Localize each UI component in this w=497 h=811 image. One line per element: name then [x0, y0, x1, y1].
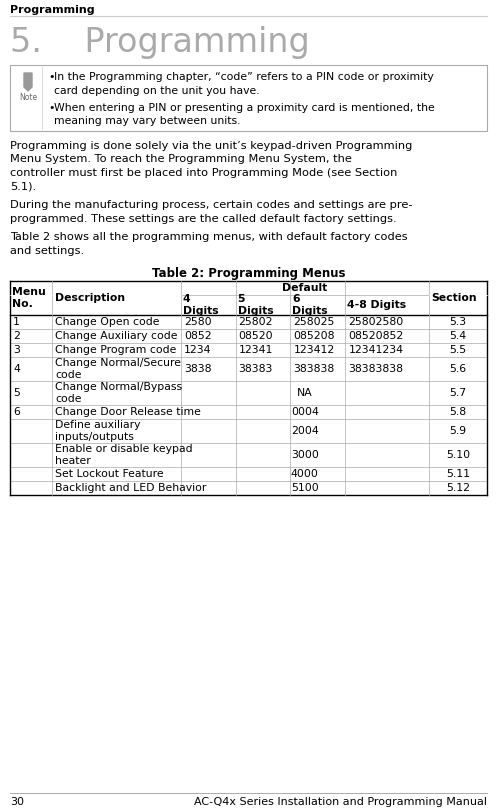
- Text: programmed. These settings are the called default factory settings.: programmed. These settings are the calle…: [10, 213, 397, 224]
- Text: 08520: 08520: [239, 331, 273, 341]
- Text: 2004: 2004: [291, 426, 319, 436]
- Text: Programming is done solely via the unit’s keypad-driven Programming: Programming is done solely via the unit’…: [10, 141, 413, 151]
- Text: 3: 3: [13, 345, 20, 355]
- Text: Change Auxiliary code: Change Auxiliary code: [55, 331, 177, 341]
- Text: card depending on the unit you have.: card depending on the unit you have.: [54, 85, 259, 96]
- Text: Set Lockout Feature: Set Lockout Feature: [55, 469, 164, 479]
- Polygon shape: [24, 73, 32, 91]
- Text: During the manufacturing process, certain codes and settings are pre-: During the manufacturing process, certai…: [10, 200, 413, 210]
- Text: 4: 4: [13, 364, 20, 374]
- Text: 6: 6: [13, 407, 20, 417]
- Text: 4-8 Digits: 4-8 Digits: [347, 300, 407, 310]
- Text: 3838: 3838: [184, 364, 211, 374]
- Text: 383838: 383838: [293, 364, 334, 374]
- Text: 5.    Programming: 5. Programming: [10, 26, 310, 59]
- Text: 5.3: 5.3: [449, 317, 467, 327]
- Text: Change Program code: Change Program code: [55, 345, 176, 355]
- Text: Backlight and LED Behavior: Backlight and LED Behavior: [55, 483, 206, 493]
- Text: Change Door Release time: Change Door Release time: [55, 407, 201, 417]
- Text: 5.8: 5.8: [449, 407, 467, 417]
- Text: 25802580: 25802580: [348, 317, 404, 327]
- Text: Change Normal/Secure
code: Change Normal/Secure code: [55, 358, 181, 380]
- Text: 0004: 0004: [291, 407, 319, 417]
- Text: 5.9: 5.9: [449, 426, 467, 436]
- Text: 0852: 0852: [184, 331, 211, 341]
- Text: •: •: [48, 72, 55, 82]
- Text: 5.11: 5.11: [446, 469, 470, 479]
- Bar: [10, 65, 487, 131]
- Text: AC-Q4x Series Installation and Programming Manual: AC-Q4x Series Installation and Programmi…: [194, 797, 487, 807]
- Text: Change Normal/Bypass
code: Change Normal/Bypass code: [55, 382, 182, 404]
- Text: 5.7: 5.7: [449, 388, 467, 398]
- Text: 25802: 25802: [239, 317, 273, 327]
- Text: controller must first be placed into Programming Mode (see Section: controller must first be placed into Pro…: [10, 168, 398, 178]
- Text: 6
Digits: 6 Digits: [292, 294, 328, 315]
- Text: 5.6: 5.6: [449, 364, 467, 374]
- Text: Description: Description: [55, 293, 125, 303]
- Text: Note: Note: [19, 93, 37, 102]
- Text: Table 2: Programming Menus: Table 2: Programming Menus: [152, 267, 345, 280]
- Text: meaning may vary between units.: meaning may vary between units.: [54, 117, 241, 127]
- Text: Define auxiliary
inputs/outputs: Define auxiliary inputs/outputs: [55, 420, 141, 442]
- Text: 5.12: 5.12: [446, 483, 470, 493]
- Text: 12341: 12341: [239, 345, 273, 355]
- Text: 12341234: 12341234: [348, 345, 404, 355]
- Text: 2580: 2580: [184, 317, 211, 327]
- Text: and settings.: and settings.: [10, 246, 84, 255]
- Text: Enable or disable keypad
heater: Enable or disable keypad heater: [55, 444, 193, 466]
- Text: 4
Digits: 4 Digits: [183, 294, 218, 315]
- Text: Change Open code: Change Open code: [55, 317, 160, 327]
- Text: 5
Digits: 5 Digits: [238, 294, 273, 315]
- Text: When entering a PIN or presenting a proximity card is mentioned, the: When entering a PIN or presenting a prox…: [54, 103, 435, 113]
- Text: Default: Default: [282, 283, 328, 293]
- Text: 123412: 123412: [293, 345, 334, 355]
- Text: 5: 5: [13, 388, 20, 398]
- Text: 30: 30: [10, 797, 24, 807]
- Text: Section: Section: [431, 293, 477, 303]
- Text: 5.4: 5.4: [449, 331, 467, 341]
- Text: 085208: 085208: [293, 331, 335, 341]
- Text: 258025: 258025: [293, 317, 335, 327]
- Text: 08520852: 08520852: [348, 331, 404, 341]
- Text: 1234: 1234: [184, 345, 211, 355]
- Text: 38383838: 38383838: [348, 364, 404, 374]
- Text: Menu
No.: Menu No.: [12, 287, 46, 309]
- Text: In the Programming chapter, “code” refers to a PIN code or proximity: In the Programming chapter, “code” refer…: [54, 72, 434, 82]
- Text: 1: 1: [13, 317, 20, 327]
- Text: 5.1).: 5.1).: [10, 182, 36, 191]
- Text: 4000: 4000: [291, 469, 319, 479]
- Text: Table 2 shows all the programming menus, with default factory codes: Table 2 shows all the programming menus,…: [10, 232, 408, 242]
- Text: NA: NA: [297, 388, 313, 398]
- Text: •: •: [48, 103, 55, 113]
- Text: 5100: 5100: [291, 483, 319, 493]
- Text: 38383: 38383: [239, 364, 273, 374]
- Text: 3000: 3000: [291, 450, 319, 460]
- Text: 5.5: 5.5: [449, 345, 467, 355]
- Text: 2: 2: [13, 331, 20, 341]
- Text: Programming: Programming: [10, 5, 94, 15]
- Text: 5.10: 5.10: [446, 450, 470, 460]
- Text: Menu System. To reach the Programming Menu System, the: Menu System. To reach the Programming Me…: [10, 155, 352, 165]
